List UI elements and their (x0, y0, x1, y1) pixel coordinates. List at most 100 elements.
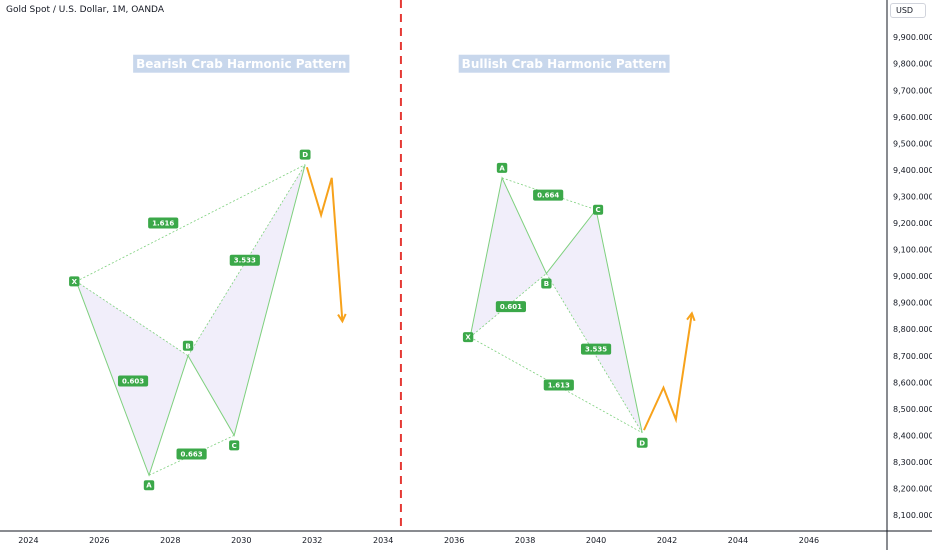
x-tick-label: 2044 (728, 536, 748, 545)
x-tick-label: 2028 (160, 536, 180, 545)
x-tick-label: 2040 (586, 536, 606, 545)
bullish-point-label-a-text: A (499, 164, 505, 172)
bearish-point-label-a-bg (143, 480, 155, 491)
bearish-bcd-fill (188, 164, 306, 436)
bearish-ratio-label: 1.616 (148, 217, 179, 229)
bullish-ratio-leg-3 (469, 336, 643, 434)
bullish-bcd-fill (546, 209, 643, 433)
bullish-point-label-b-text: B (544, 280, 549, 288)
bullish-ratio-label-text: 3.535 (585, 346, 607, 354)
bullish-ratio-label: 3.535 (580, 343, 612, 355)
bullish-ratio-label-bg (533, 189, 564, 201)
bullish-point-label-c-text: C (595, 206, 600, 214)
bearish-ratio-label: 0.663 (176, 448, 207, 460)
y-tick-label: 9,200.000 (893, 219, 932, 228)
y-tick-label: 9,800.000 (893, 60, 932, 69)
bullish-ratio-label-bg (495, 301, 526, 313)
bearish-ratio-label-bg (148, 217, 179, 229)
bearish-ratio-leg-3 (76, 164, 306, 282)
bearish-point-label-d: D (299, 149, 311, 160)
bullish-ratio-label-text: 0.601 (500, 303, 522, 311)
x-tick-label: 2026 (89, 536, 109, 545)
pattern-layer: 0.603 0.663 3.533 1.616 X A B C D Bearish Crab Ha… (69, 0, 696, 531)
y-tick-label: 9,500.000 (893, 139, 932, 148)
bearish-pattern-title-text: Bearish Crab Harmonic Pattern (136, 57, 346, 71)
bullish-projection-arrowhead (686, 311, 696, 322)
y-tick-label: 8,500.000 (893, 405, 932, 414)
bearish-point-label-c: C (229, 440, 240, 451)
currency-button[interactable]: USD (890, 3, 926, 18)
bearish-point-label-a-text: A (146, 482, 152, 490)
bullish-point-label-x-bg (462, 332, 474, 343)
bullish-point-label-a: A (496, 162, 508, 173)
bullish-ratio-label-text: 1.613 (548, 381, 570, 389)
bullish-point-label-x: X (462, 332, 474, 343)
x-tick-label: 2046 (799, 536, 819, 545)
symbol-title: Gold Spot / U.S. Dollar, 1M, OANDA (6, 5, 164, 15)
bearish-ratio-label-bg (176, 448, 207, 460)
y-tick-label: 8,400.000 (893, 431, 932, 440)
bearish-pattern-title-bg (133, 54, 350, 73)
bullish-point-label-x-text: X (465, 334, 471, 342)
x-tick-label: 2034 (373, 536, 393, 545)
bearish-point-label-b: B (182, 340, 194, 351)
bearish-point-label-c-bg (229, 440, 240, 451)
x-tick-label: 2024 (18, 536, 38, 545)
y-tick-label: 8,600.000 (893, 378, 932, 387)
bullish-ratio-label: 1.613 (543, 379, 574, 391)
x-tick-label: 2036 (444, 536, 464, 545)
bullish-point-label-b-bg (541, 278, 552, 289)
x-tick-label: 2038 (515, 536, 535, 545)
bullish-point-label-d-bg (636, 437, 648, 448)
bearish-ratio-label-text: 1.616 (152, 220, 174, 228)
y-tick-label: 8,100.000 (893, 511, 932, 520)
bullish-point-label-c-bg (592, 204, 604, 215)
y-tick-label: 9,000.000 (893, 272, 932, 281)
bullish-ratio-label-text: 0.664 (537, 192, 559, 200)
bearish-ratio-label-bg (117, 375, 149, 387)
bearish-point-label-d-text: D (302, 151, 308, 159)
bearish-point-label-c-text: C (232, 442, 237, 450)
bearish-ratio-label-text: 0.663 (181, 451, 203, 459)
bearish-point-label-x-bg (69, 276, 80, 287)
bullish-pattern-title-bg (458, 54, 670, 73)
bullish-point-label-c: C (592, 204, 604, 215)
bullish-pattern-title-text: Bullish Crab Harmonic Pattern (462, 57, 667, 71)
bullish-point-label-b: B (541, 278, 552, 289)
y-tick-label: 8,800.000 (893, 325, 932, 334)
y-tick-label: 8,200.000 (893, 485, 932, 494)
bullish-projection-path (643, 313, 693, 431)
bearish-ratio-label-text: 3.533 (234, 257, 256, 265)
bearish-point-label-a: A (143, 480, 155, 491)
x-tick-label: 2030 (231, 536, 251, 545)
bearish-point-label-b-bg (182, 340, 194, 351)
x-tick-label: 2042 (657, 536, 677, 545)
y-tick-label: 9,100.000 (893, 246, 932, 255)
bearish-point-label-x: X (69, 276, 80, 287)
bearish-ratio-label-text: 0.603 (122, 377, 144, 385)
y-tick-label: 8,700.000 (893, 352, 932, 361)
bullish-point-label-d-text: D (639, 439, 645, 447)
y-tick-label: 8,900.000 (893, 299, 932, 308)
y-tick-label: 8,300.000 (893, 458, 932, 467)
bullish-ratio-label: 0.664 (533, 189, 564, 201)
y-tick-label: 9,900.000 (893, 33, 932, 42)
bullish-point-label-d: D (636, 437, 648, 448)
bullish-ratio-label: 0.601 (495, 301, 526, 313)
bullish-xab-fill (470, 177, 547, 338)
bearish-ratio-label: 3.533 (229, 254, 260, 266)
bearish-ratio-label-bg (229, 254, 260, 266)
bullish-pattern-title: Bullish Crab Harmonic Pattern (458, 54, 670, 73)
bullish-point-label-a-bg (496, 162, 508, 173)
bullish-ratio-label-bg (580, 343, 612, 355)
bearish-projection-arrowhead (337, 313, 347, 324)
y-tick-label: 9,400.000 (893, 166, 932, 175)
bearish-point-label-d-bg (299, 149, 311, 160)
bearish-point-label-b-text: B (185, 342, 190, 350)
bullish-ratio-label-bg (543, 379, 574, 391)
bearish-point-label-x-text: X (72, 278, 78, 286)
y-tick-label: 9,300.000 (893, 192, 932, 201)
x-tick-label: 2032 (302, 536, 322, 545)
